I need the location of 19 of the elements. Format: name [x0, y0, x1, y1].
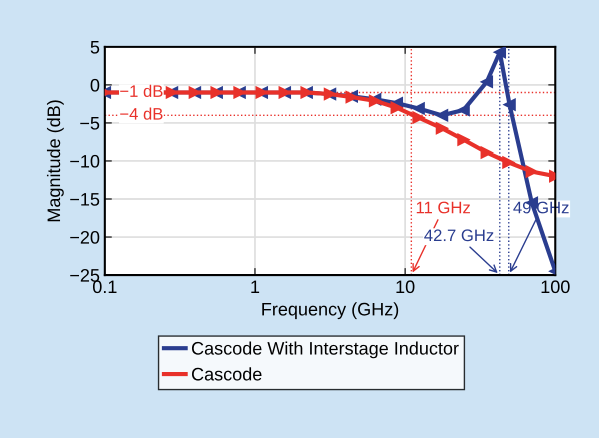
y-tick-label: −25 — [70, 269, 100, 282]
x-tick-label: 100 — [542, 280, 570, 294]
x-tick-label: 10 — [396, 280, 414, 294]
ref-line-label: −1 dB — [120, 84, 163, 97]
y-tick-label: 5 — [90, 40, 100, 54]
y-tick-label: 0 — [90, 78, 100, 92]
y-tick-label: −15 — [70, 193, 100, 206]
x-axis-title: Frequency (GHz) — [262, 302, 398, 320]
x-tick-label: 1 — [251, 280, 260, 294]
ref-line-label: 42.7 GHz — [424, 229, 494, 242]
y-tick-label: −20 — [70, 230, 100, 244]
y-axis-title: Magnitude (dB) — [46, 100, 64, 222]
x-tick-label: 0.1 — [92, 280, 116, 294]
legend-label: Cascode — [192, 367, 262, 381]
legend-label: Cascode With Interstage Inductor — [192, 341, 459, 358]
ref-line-label: 11 GHz — [416, 202, 470, 214]
ref-line-label: −4 dB — [120, 108, 163, 120]
y-tick-label: −5 — [80, 117, 100, 130]
y-tick-label: −10 — [70, 154, 100, 168]
